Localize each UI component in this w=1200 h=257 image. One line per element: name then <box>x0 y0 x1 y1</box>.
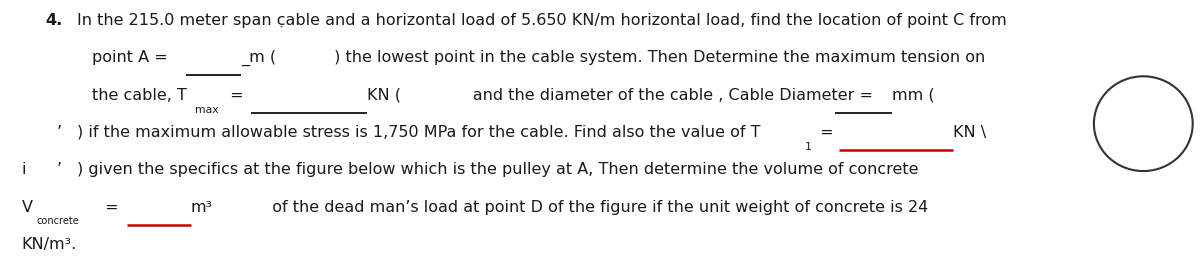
Text: ) if the maximum allowable stress is 1,750 MPa for the cable. Find also the valu: ) if the maximum allowable stress is 1,7… <box>77 125 760 140</box>
Text: 4.: 4. <box>44 13 62 27</box>
Text: point A =: point A = <box>92 50 173 65</box>
Text: =: = <box>101 200 124 215</box>
Text: In the 215.0 meter span c̣able and a horizontal load of 5.650 KN/m horizontal lo: In the 215.0 meter span c̣able and a hor… <box>77 13 1007 27</box>
Text: ’: ’ <box>56 125 61 140</box>
Text: ) given the specifics at the figure below which is the pulley at A, Then determi: ) given the specifics at the figure belo… <box>77 162 918 177</box>
Text: mm (: mm ( <box>892 88 935 103</box>
Text: _m (: _m ( <box>241 50 276 66</box>
Text: m³: m³ <box>191 200 212 215</box>
Text: KN (              and the diameter of the cable , Cable Diameter =: KN ( and the diameter of the cable , Cab… <box>367 88 878 103</box>
Text: V: V <box>22 200 32 215</box>
Text: ) the lowest point in the cable system. Then Determine the maximum tension on: ) the lowest point in the cable system. … <box>288 50 985 65</box>
Text: the cable, T: the cable, T <box>92 88 187 103</box>
Text: =: = <box>815 125 839 140</box>
Text: of the dead man’s load at point D of the figure if the unit weight of concrete i: of the dead man’s load at point D of the… <box>221 200 929 215</box>
Text: ’: ’ <box>56 162 61 177</box>
Text: KN \: KN \ <box>953 125 986 140</box>
Text: max: max <box>196 105 220 115</box>
Text: =: = <box>224 88 248 103</box>
Text: concrete: concrete <box>37 216 79 226</box>
Text: KN/m³.: KN/m³. <box>22 237 77 252</box>
Text: 1: 1 <box>805 142 811 152</box>
Text: i: i <box>22 162 26 177</box>
